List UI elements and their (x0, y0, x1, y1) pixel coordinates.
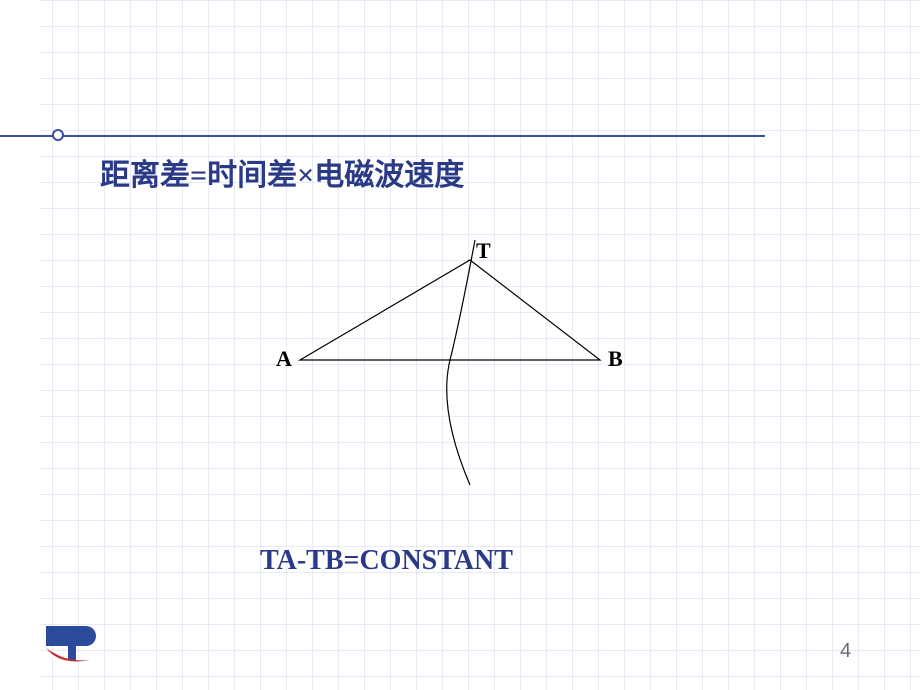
title-rule-dot (52, 129, 64, 141)
left-margin-band (0, 0, 40, 690)
label-b: B (608, 346, 623, 372)
label-t: T (476, 238, 491, 264)
label-a: A (276, 346, 292, 372)
title-underline (0, 135, 765, 137)
equation-text: TA-TB=CONSTANT (260, 545, 513, 577)
page-number: 4 (840, 640, 851, 663)
triangle-hyperbola-diagram (260, 230, 660, 490)
slide-title: 距离差=时间差×电磁波速度 (100, 150, 464, 194)
footer-logo-icon (40, 620, 100, 668)
